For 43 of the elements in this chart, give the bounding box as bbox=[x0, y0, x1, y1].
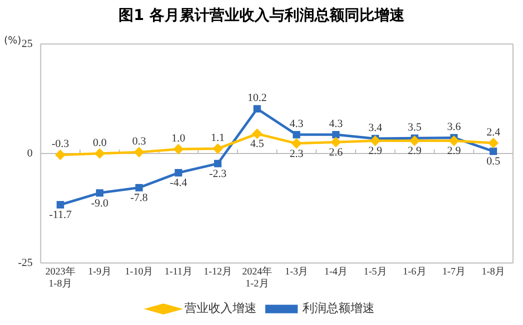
data-label: 4.3 bbox=[329, 118, 344, 130]
x-tick-label: 1-8月 bbox=[482, 266, 505, 278]
data-label: 0.5 bbox=[486, 156, 501, 168]
data-label: 1.1 bbox=[210, 132, 225, 144]
legend-label: 营业收入增速 bbox=[184, 301, 256, 316]
y-tick-label: 0 bbox=[27, 147, 34, 160]
data-label: -11.7 bbox=[49, 209, 72, 222]
data-label: 3.6 bbox=[447, 121, 462, 134]
data-label: 4.5 bbox=[250, 138, 265, 150]
data-label: -9.0 bbox=[90, 197, 109, 210]
x-tick-label: 1-12月 bbox=[204, 266, 232, 278]
data-label: -0.3 bbox=[52, 138, 70, 150]
data-label: 2.6 bbox=[329, 146, 344, 159]
data-label: 4.3 bbox=[290, 118, 304, 130]
x-tick-label: 2023年 1-8月 bbox=[45, 266, 76, 290]
x-tick-label: 1-9月 bbox=[88, 266, 112, 278]
data-label: 3.5 bbox=[408, 122, 422, 134]
x-tick-label: 1-6月 bbox=[402, 266, 426, 278]
y-tick-label: -25 bbox=[18, 256, 34, 269]
data-label: -2.3 bbox=[209, 168, 227, 180]
chart-title: 图1 各月累计营业收入与利润总额同比增速 bbox=[118, 5, 406, 26]
data-label: 2.3 bbox=[290, 148, 304, 160]
data-label: 0.0 bbox=[92, 136, 108, 149]
data-label: 2.4 bbox=[486, 126, 501, 138]
data-label: 3.4 bbox=[368, 122, 383, 134]
x-tick-label: 1-7月 bbox=[442, 266, 466, 278]
x-tick-label: 1-4月 bbox=[324, 266, 348, 278]
data-label: 10.2 bbox=[248, 92, 267, 104]
x-tick-label: 1-5月 bbox=[364, 266, 387, 278]
data-label: -4.4 bbox=[170, 177, 188, 190]
x-tick-label: 2024年 1-2月 bbox=[242, 266, 272, 290]
y-tick-label: 25 bbox=[22, 38, 34, 50]
data-label: 1.0 bbox=[172, 132, 186, 145]
legend-label: 利润总额增速 bbox=[302, 301, 374, 316]
data-label: 2.9 bbox=[408, 145, 422, 158]
x-tick-label: 1-3月 bbox=[284, 266, 308, 278]
data-label: -7.8 bbox=[130, 192, 148, 204]
x-tick-label: 1-11月 bbox=[164, 266, 192, 278]
data-label: 2.9 bbox=[447, 145, 462, 158]
data-label: 0.3 bbox=[132, 136, 146, 148]
x-tick-label: 1-10月 bbox=[124, 266, 154, 278]
data-label: 2.9 bbox=[368, 145, 383, 158]
y-axis-title: (%) bbox=[4, 36, 22, 47]
